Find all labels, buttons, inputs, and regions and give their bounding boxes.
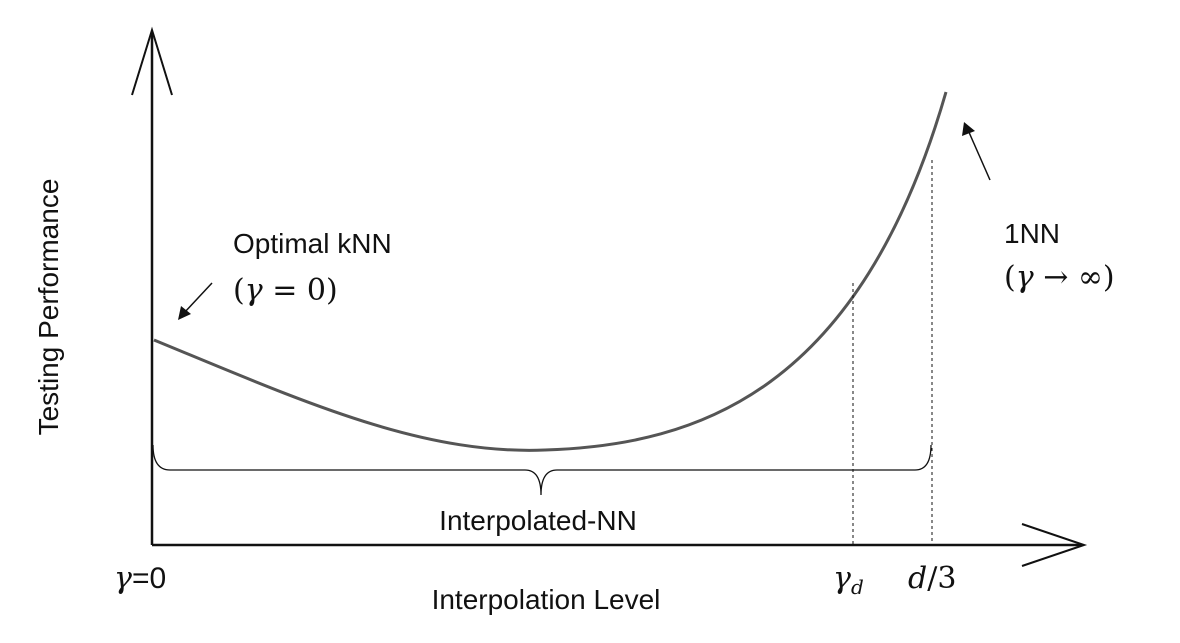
interpolated-nn-brace xyxy=(152,444,932,496)
optimal-knn-title: Optimal kNN xyxy=(233,228,392,259)
one-nn-condition: (γ → ∞) xyxy=(1004,260,1115,295)
gamma-d-tick-label: γd xyxy=(833,561,864,599)
d3-rest: /3 xyxy=(927,561,956,596)
one-nn-open: ( xyxy=(1004,260,1016,295)
origin-suffix: =0 xyxy=(132,562,166,595)
optimal-knn-close: ) xyxy=(326,273,338,308)
gamma-d-symbol: γ xyxy=(833,561,851,596)
one-nn-title: 1NN xyxy=(1004,218,1060,249)
gamma-symbol: γ xyxy=(114,561,132,596)
d-symbol: d xyxy=(908,561,927,596)
optimal-knn-condition: (γ = 0) xyxy=(233,273,338,308)
gamma-d-subscript: d xyxy=(851,575,864,599)
y-axis-label: Testing Performance xyxy=(33,179,64,436)
interpolated-nn-label: Interpolated-NN xyxy=(439,505,637,536)
performance-curve xyxy=(153,91,948,452)
x-axis xyxy=(152,523,1088,567)
y-axis xyxy=(131,26,173,545)
arrow-to-1nn xyxy=(962,122,991,181)
origin-tick-label: γ=0 xyxy=(114,561,166,596)
arrow-to-optimal-knn xyxy=(178,282,213,320)
one-nn-gamma: γ xyxy=(1016,260,1034,295)
optimal-knn-relation: = 0 xyxy=(263,273,326,308)
d3-tick-label: d/3 xyxy=(908,561,956,596)
x-axis-label: Interpolation Level xyxy=(432,584,661,615)
optimal-knn-open: ( xyxy=(233,273,245,308)
one-nn-relation: → ∞ xyxy=(1034,260,1103,295)
one-nn-close: ) xyxy=(1103,260,1115,295)
optimal-knn-gamma: γ xyxy=(245,273,263,308)
